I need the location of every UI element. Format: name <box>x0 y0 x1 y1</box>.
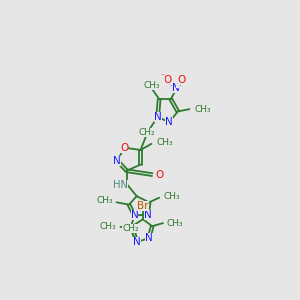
Text: N: N <box>145 233 153 243</box>
Text: N: N <box>113 156 121 166</box>
Text: N: N <box>172 82 179 93</box>
Text: O: O <box>178 75 186 85</box>
Text: HN: HN <box>113 180 128 190</box>
Text: +: + <box>176 79 182 88</box>
Text: N: N <box>165 117 173 127</box>
Text: Br: Br <box>137 201 149 211</box>
Text: CH₃: CH₃ <box>194 105 211 114</box>
Text: CH₃: CH₃ <box>96 196 113 205</box>
Text: CH₂: CH₂ <box>139 128 155 137</box>
Text: N: N <box>144 210 152 220</box>
Text: ⁻: ⁻ <box>161 71 165 80</box>
Text: N: N <box>130 210 138 220</box>
Text: CH₃: CH₃ <box>144 81 160 90</box>
Text: O: O <box>120 143 128 153</box>
Text: CH₂: CH₂ <box>122 224 139 233</box>
Text: CH₃: CH₃ <box>156 138 173 147</box>
Text: CH₃: CH₃ <box>163 192 180 201</box>
Text: CH₃: CH₃ <box>100 223 116 232</box>
Text: N: N <box>154 112 161 122</box>
Text: CH₃: CH₃ <box>167 219 184 228</box>
Text: O: O <box>155 169 164 180</box>
Text: N: N <box>133 237 141 248</box>
Text: O: O <box>164 75 172 85</box>
